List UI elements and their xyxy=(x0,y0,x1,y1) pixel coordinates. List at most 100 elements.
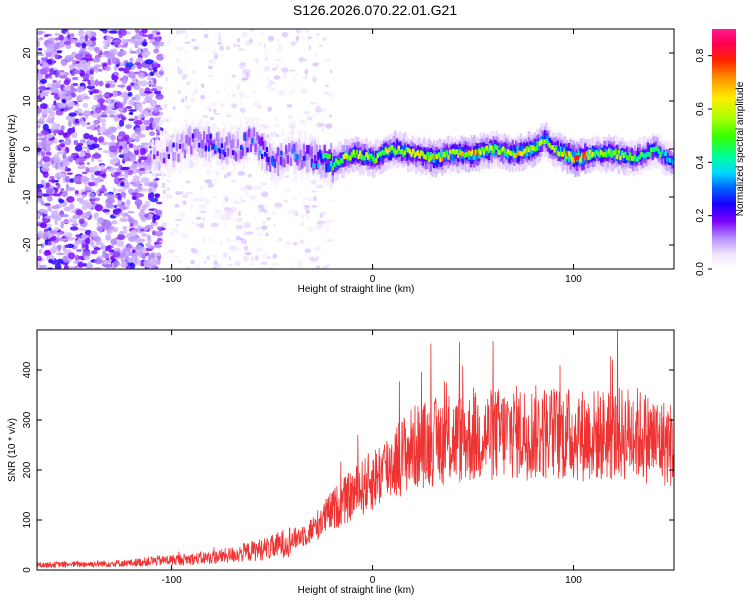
noise-blob xyxy=(61,158,68,165)
noise-blob xyxy=(57,102,67,109)
noise-blob xyxy=(71,131,78,139)
noise-blob xyxy=(74,254,80,262)
noise-blob xyxy=(112,90,118,98)
signal-cell xyxy=(230,143,233,159)
signal-cell xyxy=(418,153,421,159)
noise-blob xyxy=(177,191,184,195)
signal-cell xyxy=(577,155,580,161)
noise-blob xyxy=(37,59,41,65)
noise-blob xyxy=(43,231,52,235)
noise-blob xyxy=(46,134,54,138)
noise-blob xyxy=(192,90,197,96)
signal-cell xyxy=(305,144,309,154)
signal-cell xyxy=(188,125,191,141)
noise-blob xyxy=(231,206,237,213)
noise-blob xyxy=(174,218,183,221)
noise-blob xyxy=(105,203,114,209)
noise-blob xyxy=(139,228,145,232)
noise-blob xyxy=(60,125,65,131)
noise-blob xyxy=(90,31,96,36)
noise-blob xyxy=(239,186,248,192)
colorbar-tick-label: 0.8 xyxy=(695,48,706,62)
noise-blob xyxy=(323,223,330,226)
signal-cell xyxy=(500,146,503,161)
noise-blob xyxy=(140,177,150,184)
noise-blob xyxy=(62,132,68,138)
signal-cell xyxy=(473,149,476,155)
noise-blob xyxy=(115,237,124,240)
noise-blob xyxy=(312,77,318,83)
noise-blob xyxy=(157,95,163,100)
signal-cell xyxy=(474,150,478,160)
signal-cell xyxy=(643,153,646,159)
noise-blob xyxy=(98,89,103,96)
noise-blob xyxy=(298,265,304,269)
noise-blob xyxy=(145,242,152,248)
noise-blob xyxy=(137,238,146,242)
snr-y-axis-label: SNR (10 * v/v) xyxy=(7,418,18,482)
signal-cell xyxy=(275,153,278,162)
noise-blob xyxy=(236,217,243,222)
noise-blob xyxy=(84,34,89,42)
noise-blob xyxy=(223,86,226,91)
noise-blob xyxy=(225,237,231,243)
noise-blob xyxy=(63,220,69,224)
noise-blob xyxy=(128,137,133,142)
signal-cell xyxy=(262,141,265,150)
signal-cell xyxy=(648,152,651,157)
noise-blob xyxy=(122,61,126,67)
signal-cell xyxy=(584,155,587,161)
noise-blob xyxy=(300,119,306,125)
noise-blob xyxy=(42,67,51,72)
noise-blob xyxy=(134,33,142,40)
noise-blob xyxy=(74,190,79,195)
noise-blob xyxy=(65,166,69,170)
signal-cell xyxy=(246,147,249,153)
noise-blob xyxy=(90,230,98,238)
signal-cell xyxy=(585,153,588,162)
noise-blob xyxy=(328,199,336,203)
signal-cell xyxy=(222,128,225,150)
noise-blob xyxy=(117,84,126,88)
noise-blob xyxy=(310,101,317,105)
noise-blob xyxy=(99,29,107,32)
noise-blob xyxy=(46,188,53,195)
signal-cell xyxy=(492,143,495,152)
noise-blob xyxy=(214,112,221,115)
noise-blob xyxy=(40,140,47,148)
noise-blob xyxy=(305,209,310,214)
y-tick-label: -10 xyxy=(22,189,33,204)
signal-cell xyxy=(302,156,306,161)
noise-blob xyxy=(178,170,182,174)
signal-cell xyxy=(272,156,275,165)
signal-cell xyxy=(403,150,407,156)
signal-cell xyxy=(280,156,283,166)
signal-cell xyxy=(347,156,351,161)
noise-blob xyxy=(94,257,103,265)
noise-blob xyxy=(54,37,60,41)
noise-blob xyxy=(191,38,196,42)
signal-cell xyxy=(254,143,257,152)
noise-blob xyxy=(73,139,79,146)
noise-blob xyxy=(154,194,160,199)
signal-cell xyxy=(534,138,537,154)
noise-blob xyxy=(56,252,65,256)
signal-cell xyxy=(580,155,584,164)
noise-blob xyxy=(115,102,123,109)
noise-blob xyxy=(40,92,44,99)
noise-blob xyxy=(66,100,75,108)
signal-cell xyxy=(510,151,513,156)
noise-blob xyxy=(125,250,130,257)
noise-blob xyxy=(166,187,171,191)
noise-blob xyxy=(37,30,43,36)
noise-blob xyxy=(274,123,280,128)
noise-blob xyxy=(323,58,332,63)
signal-cell xyxy=(582,152,585,157)
noise-blob xyxy=(64,138,72,146)
noise-blob xyxy=(37,107,43,114)
snr-frame xyxy=(36,329,675,571)
signal-cell xyxy=(321,155,325,165)
noise-blob xyxy=(122,156,131,162)
signal-cell xyxy=(498,150,502,155)
noise-blob xyxy=(324,91,329,96)
